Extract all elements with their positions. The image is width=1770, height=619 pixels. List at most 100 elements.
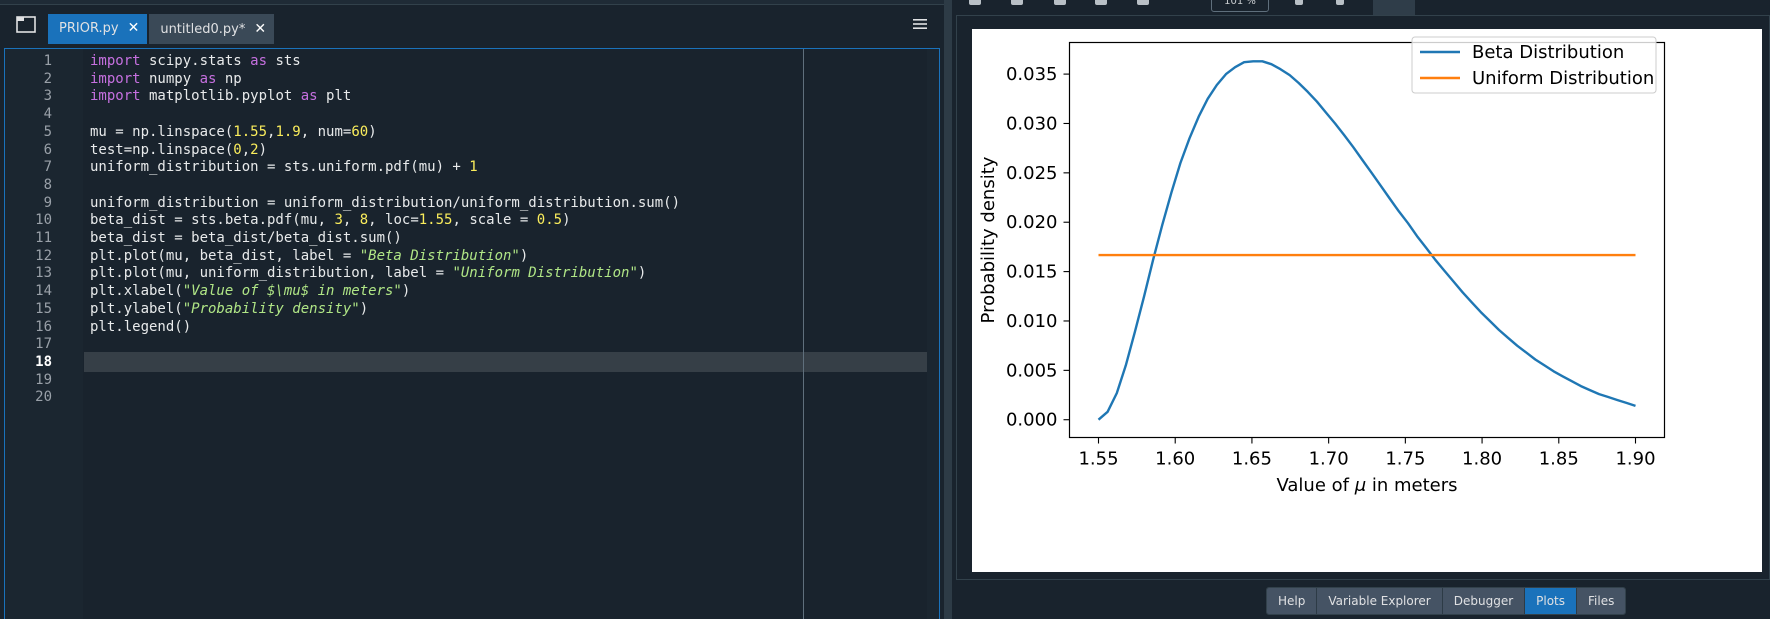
x-tick-label: 1.85 [1539, 449, 1579, 470]
plots-pane: 101 % 0.000 0.005 0.010 0.015 0.020 0.025 0.03… [952, 0, 1770, 619]
x-axis-label-suffix: in meters [1366, 475, 1457, 496]
zoom-out-icon[interactable] [1295, 0, 1303, 5]
y-tick-label: 0.030 [1006, 113, 1058, 134]
string-literal: "Uniform Distribution" [452, 265, 638, 282]
line-number: 18 [35, 353, 52, 370]
number: 2 [250, 141, 259, 158]
number: 1.9 [275, 123, 301, 140]
pane-splitter[interactable] [944, 0, 952, 619]
line-number: 12 [35, 247, 52, 264]
line-number: 7 [43, 159, 52, 176]
zoom-level[interactable]: 101 % [1211, 0, 1269, 12]
number: 3 [334, 212, 343, 229]
code-line[interactable]: plt.plot(mu, uniform_distribution, label… [90, 263, 646, 283]
keyword: as [250, 53, 268, 69]
number: 1 [469, 159, 478, 176]
line-number: 3 [43, 88, 52, 105]
code-text: beta_dist = sts.beta.pdf(mu, [90, 212, 335, 229]
series-line-beta [1097, 60, 1636, 421]
line-number: 17 [35, 336, 52, 353]
browse-tabs-icon[interactable] [16, 16, 36, 33]
code-line[interactable]: uniform_distribution = uniform_distribut… [90, 193, 680, 213]
editor-pane: PRIOR.py ✕ untitled0.py* ✕ 1 2 3 4 5 6 7 8 9 10 11… [0, 4, 944, 619]
zoom-in-icon[interactable] [1336, 0, 1344, 5]
y-tick-label: 0.035 [1006, 64, 1058, 85]
close-icon[interactable]: ✕ [127, 20, 140, 36]
code-text: , [342, 212, 360, 229]
code-text: numpy [140, 70, 200, 87]
code-line[interactable]: beta_dist = beta_dist/beta_dist.sum() [90, 228, 402, 248]
code-text: ) [519, 247, 529, 264]
hamburger-menu-icon[interactable] [912, 16, 928, 32]
code-line[interactable]: plt.plot(mu, beta_dist, label = "Beta Di… [90, 246, 528, 266]
remove-icon[interactable] [1095, 0, 1107, 5]
string-literal: "Probability density" [182, 300, 360, 317]
code-text: ) [258, 141, 268, 158]
plots-toolbar: 101 % [952, 0, 1770, 18]
x-axis-label: Value of μ in meters [1276, 475, 1457, 496]
code-text: matplotlib.pyplot [140, 88, 301, 105]
chart: 0.000 0.005 0.010 0.015 0.020 0.025 0.030 0.035… [978, 36, 1666, 496]
code-text: , num= [300, 123, 352, 140]
line-number: 6 [43, 141, 52, 158]
tab-debugger[interactable]: Debugger [1442, 588, 1526, 614]
code-text: np [216, 70, 242, 87]
code-line[interactable]: plt.xlabel("Value of $\mu$ in meters") [90, 281, 410, 301]
tab-prior-py[interactable]: PRIOR.py ✕ [48, 14, 148, 44]
plot-viewer: 0.000 0.005 0.010 0.015 0.020 0.025 0.030 0.035… [956, 15, 1770, 580]
copy-icon[interactable] [1054, 0, 1066, 5]
code-line[interactable]: uniform_distribution = sts.uniform.pdf(m… [90, 157, 478, 177]
y-axis-label: Probability density [978, 156, 999, 323]
fit-plot-button[interactable] [1373, 0, 1415, 18]
code-text: ) [637, 265, 647, 282]
code-line[interactable]: mu = np.linspace(1.55,1.9, num=60) [90, 122, 377, 142]
tab-label: PRIOR.py [59, 20, 119, 36]
line-number: 19 [35, 371, 52, 388]
code-line[interactable]: plt.legend() [90, 317, 191, 337]
number: 1.55 [233, 123, 268, 140]
line-number: 14 [35, 283, 52, 300]
x-tick-label: 1.80 [1462, 449, 1502, 470]
code-text: plt.ylabel( [90, 300, 183, 317]
save-icon[interactable] [969, 0, 981, 5]
line-number: 11 [35, 230, 52, 246]
bottom-pane-tabs: Help Variable Explorer Debugger Plots Fi… [1266, 587, 1627, 615]
code-line[interactable]: beta_dist = sts.beta.pdf(mu, 3, 8, loc=1… [90, 210, 571, 230]
remove-all-icon[interactable] [1137, 0, 1149, 5]
code-text: plt [317, 88, 352, 105]
code-area[interactable]: import scipy.stats as sts import numpy a… [84, 49, 928, 619]
legend-box [1411, 36, 1657, 94]
tab-variable-explorer[interactable]: Variable Explorer [1317, 588, 1443, 614]
keyword: import [90, 53, 141, 69]
code-line[interactable]: import scipy.stats as sts [90, 51, 301, 71]
legend-label-uniform: Uniform Distribution [1472, 68, 1654, 89]
editor-scrollbar[interactable] [927, 49, 939, 619]
x-tick-label: 1.75 [1385, 449, 1425, 470]
code-line[interactable]: import numpy as np [90, 69, 242, 89]
tab-plots[interactable]: Plots [1525, 588, 1578, 614]
code-text: , [241, 141, 251, 158]
line-number: 2 [43, 70, 52, 87]
line-number: 9 [43, 194, 52, 211]
number: 0.5 [536, 212, 563, 229]
line-number: 20 [35, 389, 52, 406]
close-icon[interactable]: ✕ [254, 21, 267, 37]
tab-files[interactable]: Files [1577, 588, 1626, 614]
y-tick-label: 0.005 [1006, 360, 1058, 381]
code-editor[interactable]: 1 2 3 4 5 6 7 8 9 10 11 12 13 14 15 16 17 18 19 20 import s… [4, 48, 940, 619]
string-literal: "Beta Distribution" [359, 247, 520, 264]
y-tick-label: 0.025 [1006, 163, 1058, 184]
code-line[interactable]: test=np.linspace(0,2) [90, 140, 267, 160]
keyword: as [300, 88, 318, 105]
code-line[interactable]: import matplotlib.pyplot as plt [90, 86, 351, 106]
code-line[interactable]: plt.ylabel("Probability density") [90, 299, 368, 319]
save-all-icon[interactable] [1011, 0, 1023, 5]
tab-untitled0-py[interactable]: untitled0.py* ✕ [149, 14, 275, 44]
editor-tab-bar: PRIOR.py ✕ untitled0.py* ✕ [48, 14, 276, 46]
y-tick-label: 0.015 [1006, 262, 1058, 283]
number: 60 [351, 123, 369, 140]
tab-help[interactable]: Help [1267, 588, 1318, 614]
number: 1.55 [418, 212, 453, 229]
tab-label: untitled0.py* [160, 21, 246, 37]
legend: Beta Distribution Uniform Distribution [1411, 36, 1657, 94]
